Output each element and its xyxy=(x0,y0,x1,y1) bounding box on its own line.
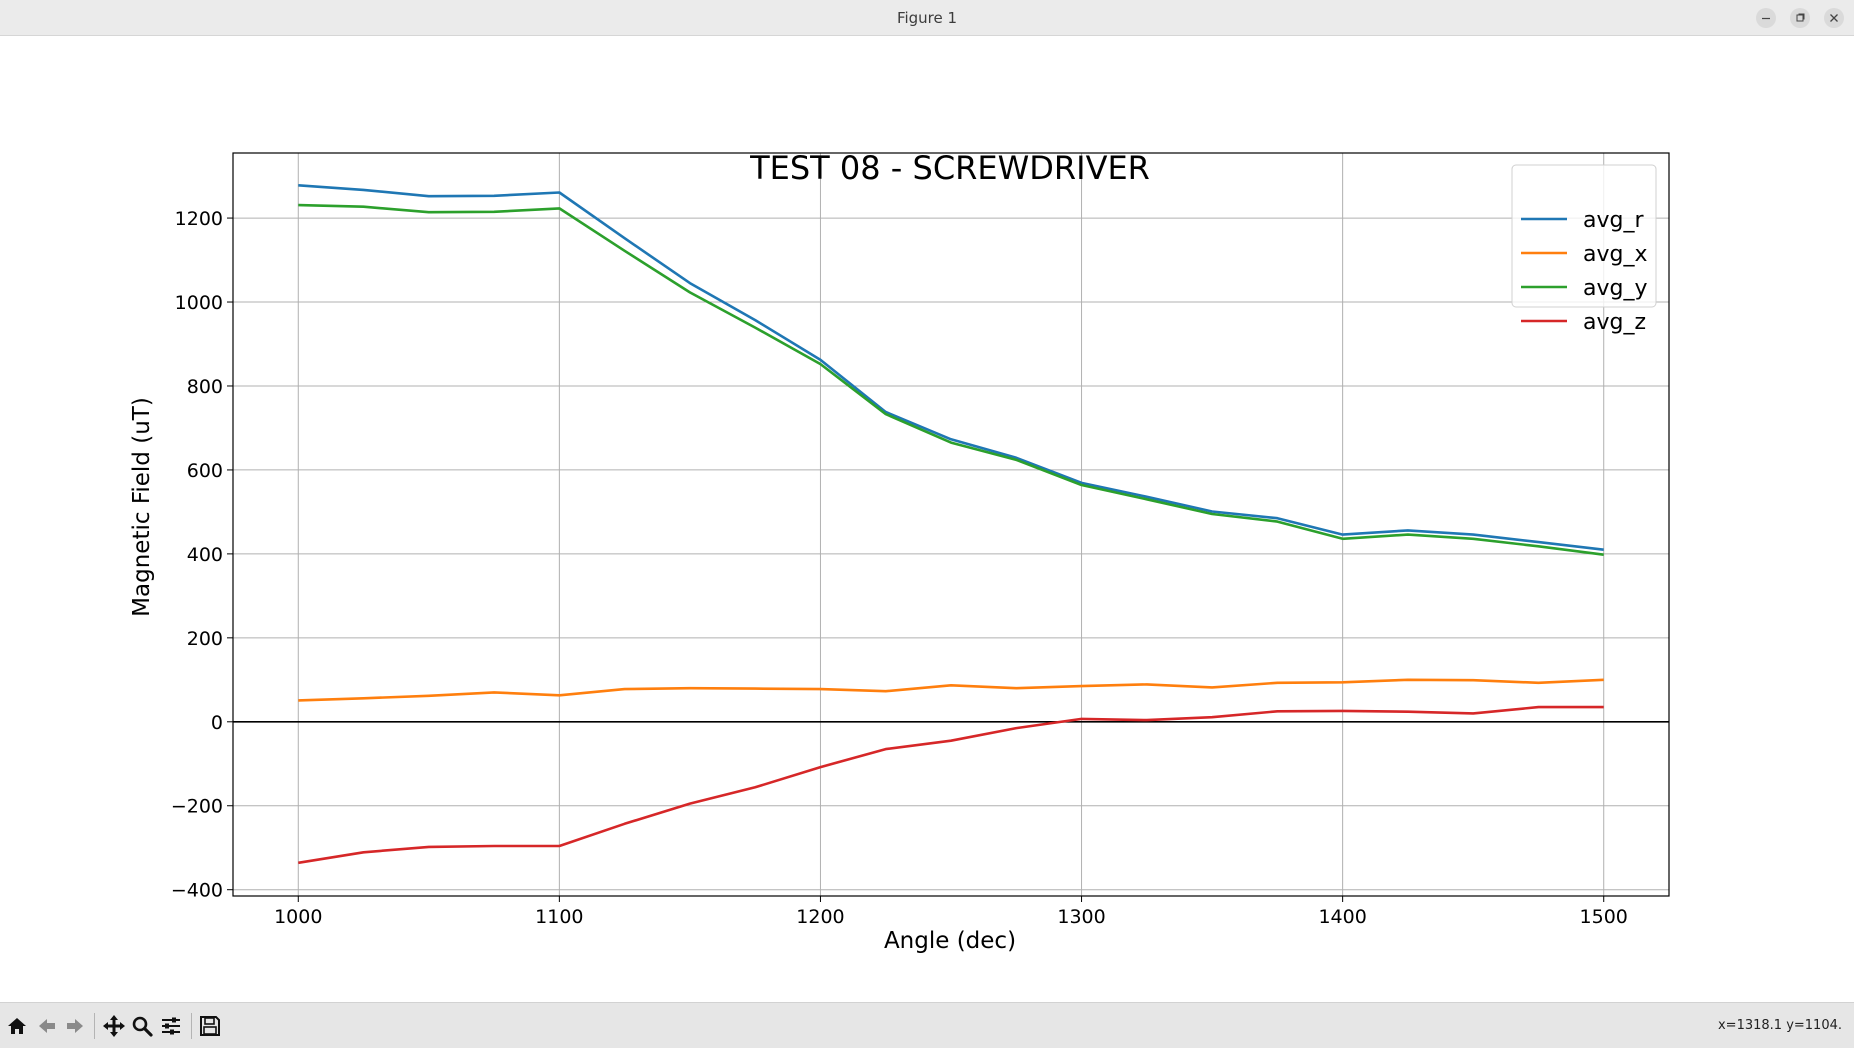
close-button[interactable] xyxy=(1824,8,1844,28)
x-tick-label: 1300 xyxy=(1057,906,1105,928)
back-button[interactable] xyxy=(34,1013,60,1039)
series-line-avg-x xyxy=(298,678,1604,702)
window-title: Figure 1 xyxy=(896,9,958,27)
legend-label-avg-x: avg_x xyxy=(1583,242,1648,267)
series-lines xyxy=(298,184,1604,865)
legend-label-avg-y: avg_y xyxy=(1583,276,1648,301)
y-axis-label: Magnetic Field (uT) xyxy=(129,397,155,617)
configure-subplots-button[interactable] xyxy=(158,1013,184,1039)
y-tick-label: 0 xyxy=(211,712,223,734)
x-axis-label: Angle (dec) xyxy=(884,928,1016,954)
pan-button[interactable] xyxy=(101,1013,127,1039)
legend-label-avg-z: avg_z xyxy=(1583,310,1646,335)
figure-canvas[interactable]: 1000 1100 1200 1300 1400 1500 −400 −200 0 200 400… xyxy=(0,36,1854,1002)
series-line-avg-z xyxy=(298,705,1604,865)
legend-label-avg-r: avg_r xyxy=(1583,208,1644,233)
series-line-avg-y xyxy=(298,203,1604,556)
x-tick-label: 1100 xyxy=(535,906,583,928)
window-titlebar: Figure 1 xyxy=(0,0,1854,36)
y-tick-label: 1200 xyxy=(175,208,223,230)
y-tick-label: 400 xyxy=(187,544,223,566)
forward-icon xyxy=(67,1019,83,1033)
save-button[interactable] xyxy=(197,1013,223,1039)
minimize-button[interactable] xyxy=(1756,8,1776,28)
grid-lines xyxy=(233,153,1669,896)
axes-frame xyxy=(232,152,1670,897)
save-icon xyxy=(200,1016,220,1036)
home-icon xyxy=(8,1018,26,1034)
y-tick-label: 600 xyxy=(187,460,223,482)
legend: avg_r avg_x avg_y avg_z xyxy=(1511,164,1657,335)
y-tick-label: 200 xyxy=(187,628,223,650)
close-icon xyxy=(1830,14,1838,22)
minimize-icon xyxy=(1762,17,1770,20)
x-tick-label: 1500 xyxy=(1580,906,1628,928)
legend-box xyxy=(1511,164,1657,308)
zoom-icon xyxy=(132,1016,153,1037)
zoom-button[interactable] xyxy=(129,1013,155,1039)
forward-button[interactable] xyxy=(62,1013,88,1039)
y-tick-label: −200 xyxy=(171,796,223,818)
y-tick-label: −400 xyxy=(171,880,223,902)
y-tick-label: 800 xyxy=(187,376,223,398)
x-tick-label: 1000 xyxy=(274,906,322,928)
cursor-coordinates: x=1318.1 y=1104. xyxy=(1717,1018,1842,1033)
series-line-avg-r xyxy=(298,184,1604,551)
configure-subplots-icon xyxy=(162,1017,180,1035)
x-tick-label: 1200 xyxy=(796,906,844,928)
home-button[interactable] xyxy=(4,1013,30,1039)
back-icon xyxy=(39,1019,55,1033)
chart-title: TEST 08 - SCREWDRIVER xyxy=(749,149,1150,187)
x-tick-label: 1400 xyxy=(1318,906,1366,928)
y-axis-ticks: −400 −200 0 200 400 600 800 1000 1200 xyxy=(171,208,233,902)
x-axis-ticks: 1000 1100 1200 1300 1400 1500 xyxy=(274,896,1628,928)
toolbar-separator xyxy=(191,1013,192,1039)
restore-button[interactable] xyxy=(1790,8,1810,28)
restore-icon xyxy=(1796,13,1805,22)
toolbar-separator xyxy=(94,1013,95,1039)
pan-icon xyxy=(103,1015,125,1037)
navigation-toolbar: x=1318.1 y=1104. xyxy=(0,1002,1854,1048)
line-chart: 1000 1100 1200 1300 1400 1500 −400 −200 0 200 400… xyxy=(129,149,1670,954)
y-tick-label: 1000 xyxy=(175,292,223,314)
